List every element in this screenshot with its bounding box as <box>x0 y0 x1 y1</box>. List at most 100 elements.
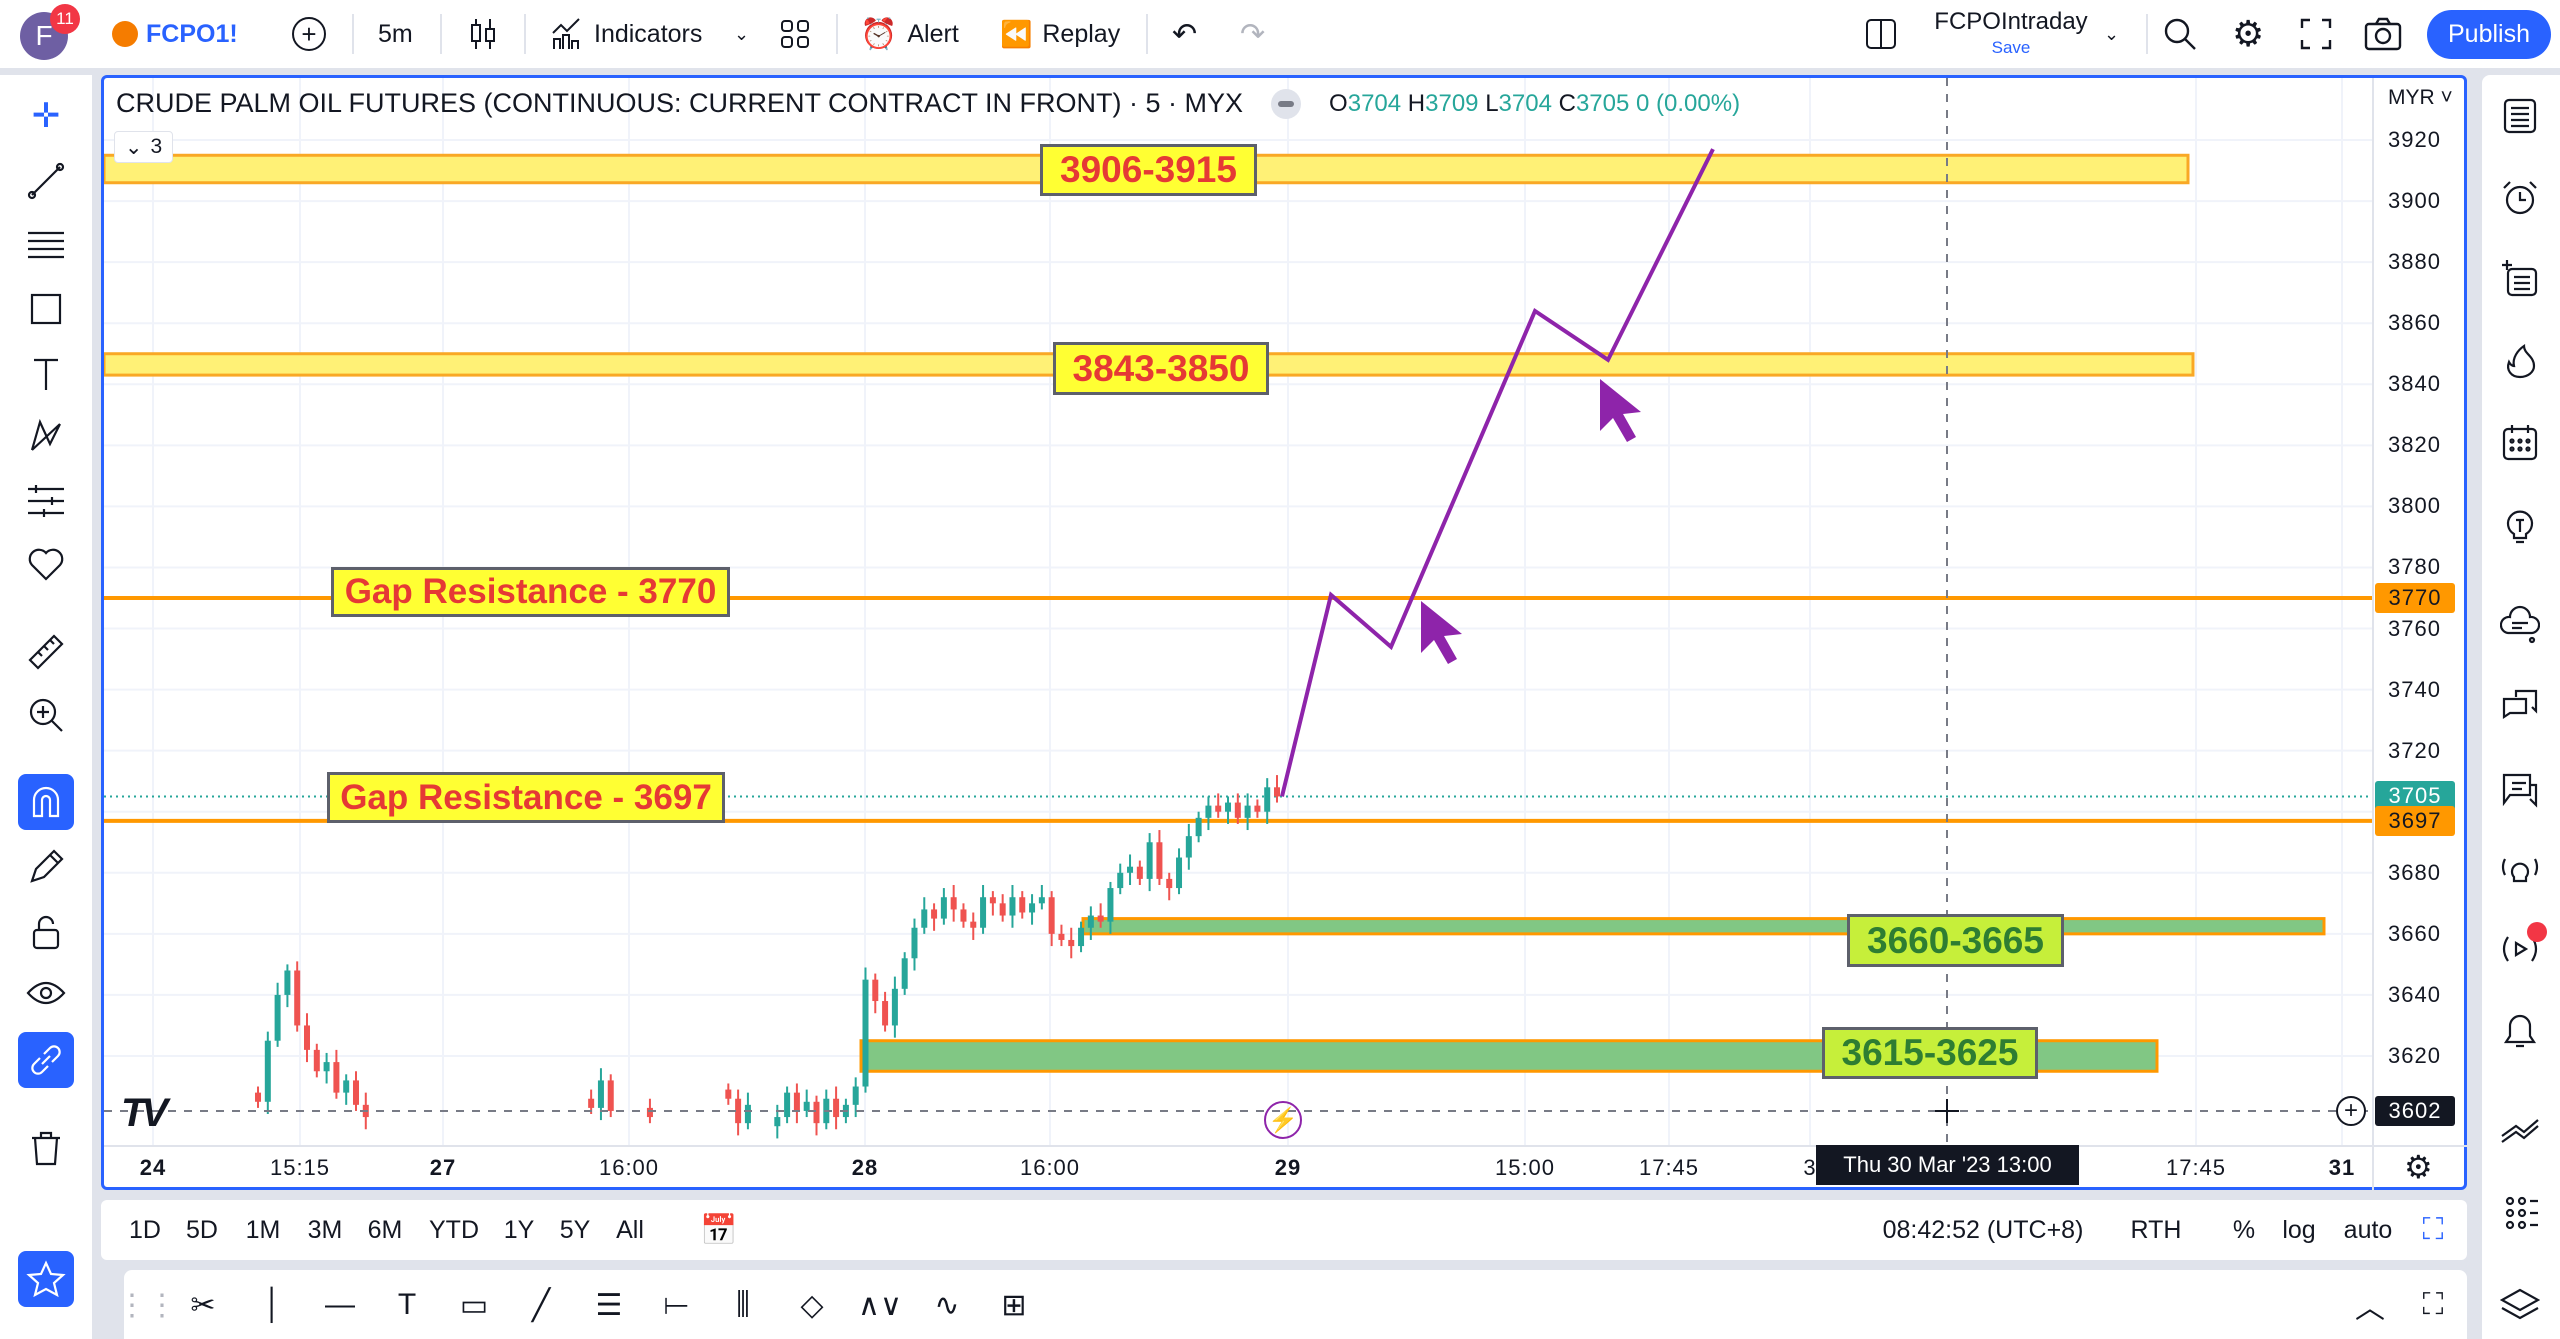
templates-button[interactable] <box>780 0 810 68</box>
undo-button[interactable]: ↶ <box>1172 17 1198 51</box>
range-button-5Y[interactable]: 5Y <box>559 1215 591 1244</box>
fib-speed-icon[interactable]: ⫼ <box>736 1288 750 1321</box>
trend-line-icon[interactable] <box>18 153 74 209</box>
collapse-chevron-up-icon[interactable]: ︿ <box>2355 1292 2385 1325</box>
pattern-icon[interactable] <box>18 408 74 464</box>
compare-add-button[interactable]: + <box>292 0 326 68</box>
range-button-6M[interactable]: 6M <box>367 1215 403 1244</box>
heart-icon[interactable] <box>18 537 74 593</box>
fib-retracement-icon[interactable]: ✂ <box>190 1288 216 1322</box>
dom-icon[interactable] <box>2492 1185 2548 1241</box>
layers-icon[interactable] <box>2492 1278 2548 1334</box>
order-panel-icon[interactable] <box>2492 1104 2548 1160</box>
abcd-pattern-icon[interactable]: ∧∨ <box>858 1288 902 1322</box>
range-button-5D[interactable]: 5D <box>186 1215 218 1244</box>
interval-button[interactable]: 5m <box>378 19 413 48</box>
rectangle-icon[interactable]: ▭ <box>459 1288 489 1322</box>
trash-icon[interactable] <box>18 1120 74 1176</box>
eye-icon[interactable] <box>18 965 74 1021</box>
lock-icon[interactable] <box>18 904 74 960</box>
ideas-bulb-icon[interactable] <box>2492 496 2548 552</box>
bell-icon[interactable] <box>2492 1002 2548 1058</box>
fib-lines-icon[interactable] <box>18 217 74 273</box>
maximize-icon[interactable]: ⛶ <box>2422 1288 2444 1321</box>
alert-button[interactable]: ⏰ Alert <box>860 0 959 68</box>
parallel-channel-icon[interactable]: ☰ <box>595 1288 623 1322</box>
lightning-events-icon[interactable]: ⚡ <box>1264 1101 1302 1139</box>
streams-bulb-icon[interactable] <box>2492 839 2548 895</box>
trend-line-icon[interactable]: ╱ <box>531 1288 551 1322</box>
favorites-star-icon[interactable] <box>18 1251 74 1307</box>
log-scale-toggle[interactable]: log <box>2282 1215 2316 1244</box>
messages-icon[interactable] <box>2492 761 2548 817</box>
layout-chevron-icon[interactable]: ⌄ <box>2104 23 2120 44</box>
magnet-icon[interactable] <box>18 774 74 830</box>
text-icon[interactable] <box>18 346 74 402</box>
snapshot-button[interactable] <box>2364 0 2402 68</box>
horizontal-ray-icon[interactable]: — <box>325 1288 355 1321</box>
legend-collapse-button[interactable] <box>1271 88 1302 119</box>
drag-handle-icon[interactable]: ⋮⋮ <box>117 1288 177 1322</box>
zone-label-3843-3850[interactable]: 3843-3850 <box>1053 342 1269 395</box>
chat-cloud-icon[interactable] <box>2492 597 2548 653</box>
redo-button[interactable]: ↷ <box>1240 17 1266 51</box>
gap-resistance-3697-label[interactable]: Gap Resistance - 3697 <box>327 772 725 823</box>
add-note-icon[interactable] <box>2492 251 2548 307</box>
auto-scale-toggle[interactable]: auto <box>2343 1215 2393 1244</box>
zone-label-3615-3625[interactable]: 3615-3625 <box>1822 1027 2038 1079</box>
prediction-icon[interactable] <box>18 473 74 529</box>
polyline-icon[interactable]: ◇ <box>800 1288 824 1322</box>
watchlist-icon[interactable] <box>2492 88 2548 144</box>
ray-icon[interactable]: ⟝ <box>663 1288 689 1321</box>
range-button-YTD[interactable]: YTD <box>429 1215 479 1244</box>
fullscreen-button[interactable] <box>2300 0 2332 68</box>
rectangle-icon[interactable] <box>18 281 74 337</box>
indicators-collapse-toggle[interactable]: ⌄ 3 <box>114 131 173 163</box>
crosshair-icon[interactable]: ✛ <box>31 97 61 135</box>
zoom-in-icon[interactable] <box>18 687 74 743</box>
stay-in-drawing-mode-icon[interactable] <box>18 839 74 895</box>
zone-label-3906-3915[interactable]: 3906-3915 <box>1040 144 1257 196</box>
layout-split-button[interactable] <box>1864 0 1898 68</box>
chart-type-button[interactable] <box>468 0 498 68</box>
range-button-3M[interactable]: 3M <box>307 1215 343 1244</box>
elliott-wave-icon[interactable]: ∿ <box>934 1288 960 1322</box>
vertical-line-icon[interactable]: │ <box>263 1288 283 1321</box>
open-value: 3704 <box>1347 89 1402 117</box>
range-button-All[interactable]: All <box>616 1215 644 1244</box>
ruler-icon[interactable] <box>18 624 74 680</box>
link-icon[interactable] <box>18 1032 74 1088</box>
range-button-1Y[interactable]: 1Y <box>503 1215 535 1244</box>
chart-pane[interactable] <box>101 75 2467 1190</box>
layout-name-button[interactable]: FCPOIntraday Save <box>1926 8 2096 58</box>
zone-3660-3665 <box>1081 917 2326 936</box>
alarm-clock-icon[interactable] <box>2492 170 2548 226</box>
calendar-icon[interactable] <box>2492 415 2548 471</box>
zone-label-3660-3665[interactable]: 3660-3665 <box>1847 914 2064 967</box>
text-icon[interactable]: T <box>397 1288 417 1321</box>
chats-icon[interactable] <box>2492 679 2548 735</box>
add-alert-plus-icon[interactable]: + <box>2336 1096 2366 1126</box>
publish-button[interactable]: Publish <box>2427 10 2551 59</box>
clock-timezone[interactable]: 08:42:52 (UTC+8) <box>1882 1215 2084 1244</box>
range-button-1D[interactable]: 1D <box>129 1215 161 1244</box>
price-range-icon[interactable]: ⊞ <box>1001 1288 1027 1322</box>
range-button-1M[interactable]: 1M <box>245 1215 281 1244</box>
symbol-search-button[interactable]: FCPO1! <box>112 0 238 68</box>
replay-button[interactable]: ⏪ Replay <box>1000 0 1120 68</box>
settings-button[interactable]: ⚙ <box>2232 0 2264 68</box>
gap-resistance-3770-label[interactable]: Gap Resistance - 3770 <box>331 567 730 617</box>
currency-selector[interactable]: MYR ˅ <box>2388 86 2453 109</box>
percent-scale-toggle[interactable]: % <box>2232 1215 2256 1244</box>
fit-bracket-icon[interactable]: ⛶ <box>2422 1213 2444 1246</box>
save-button[interactable]: Save <box>1991 38 2031 57</box>
candle-body <box>872 979 879 1002</box>
search-button[interactable] <box>2162 0 2198 68</box>
time-tick-label: 24 <box>139 1155 167 1180</box>
goto-date-icon[interactable]: 📅 <box>700 1213 738 1247</box>
hotlist-flame-icon[interactable] <box>2492 333 2548 389</box>
session-toggle[interactable]: RTH <box>2130 1215 2182 1244</box>
chart-settings-gear-icon[interactable]: ⚙ <box>2404 1149 2433 1185</box>
indicators-chevron-icon[interactable]: ⌄ <box>734 23 750 44</box>
indicators-button[interactable]: Indicators <box>550 0 702 68</box>
